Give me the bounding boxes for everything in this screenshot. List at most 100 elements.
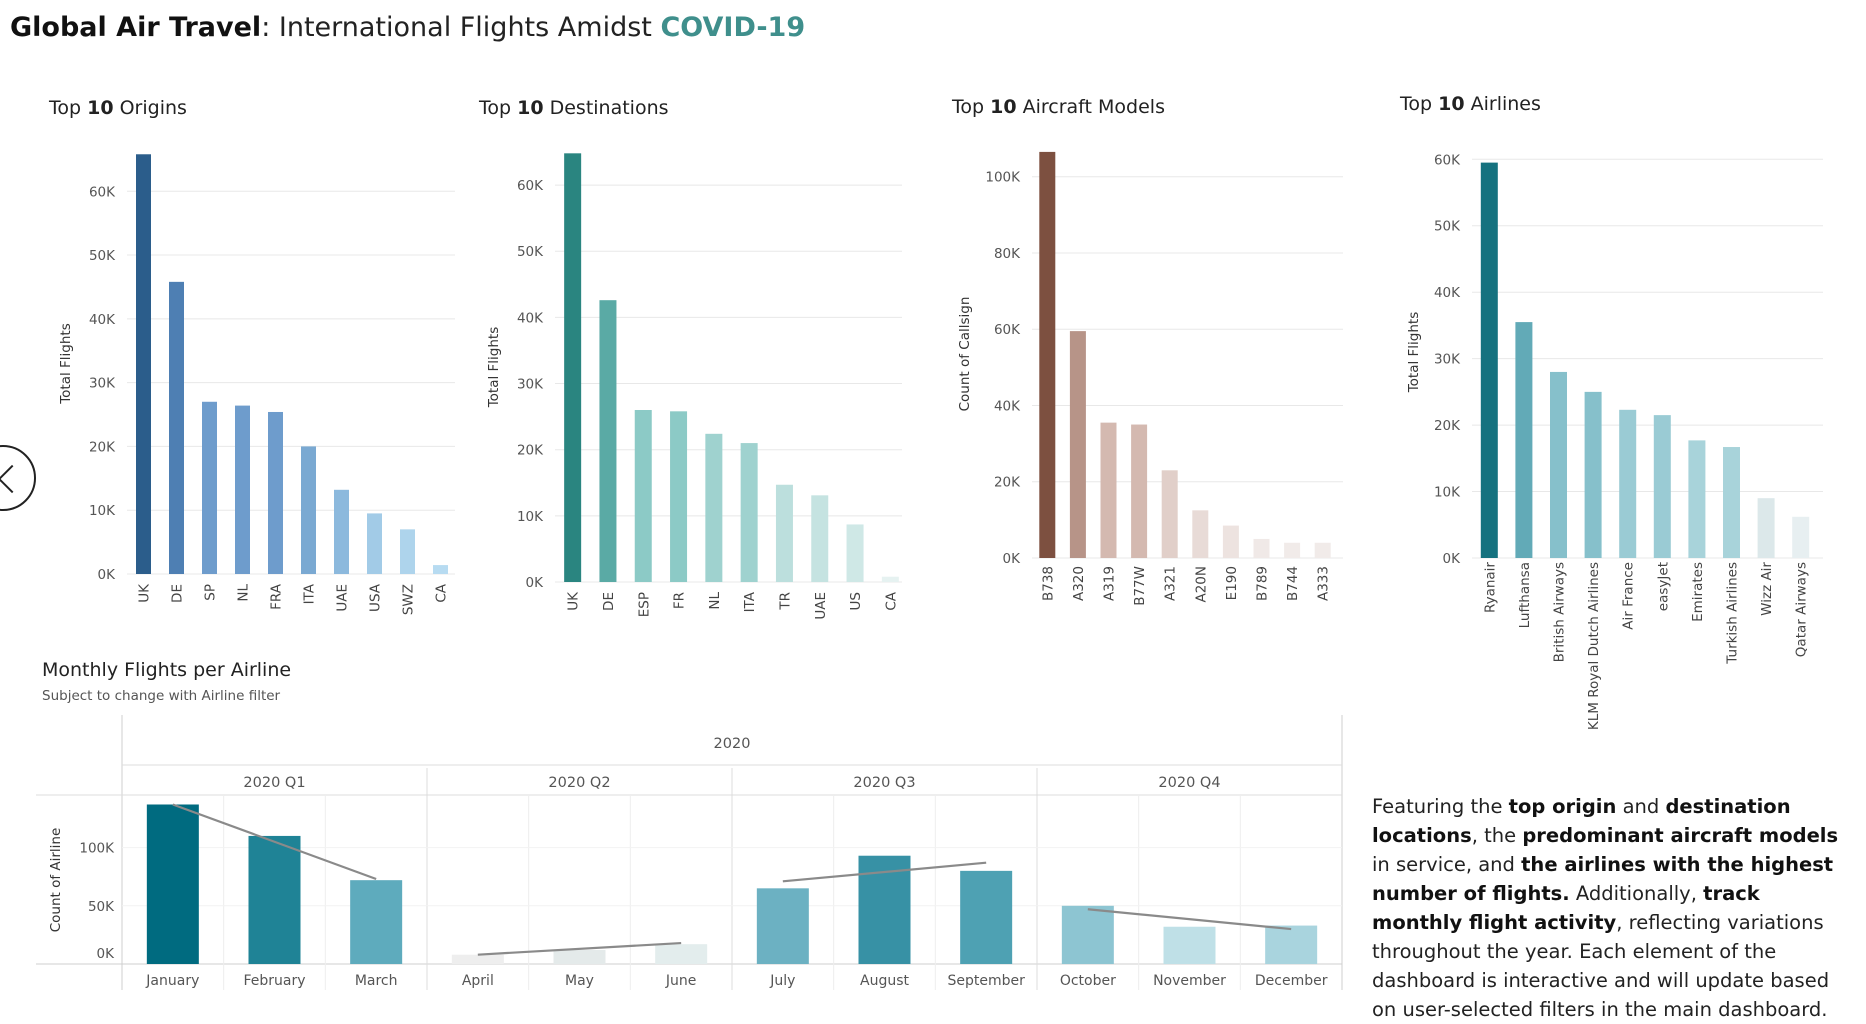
x-tick-label: KLM Royal Dutch Airlines (1586, 562, 1602, 730)
quarter-header: 2020 Q4 (1158, 775, 1220, 791)
x-tick-label: ITA (302, 583, 318, 604)
bar-esp[interactable] (634, 410, 652, 582)
bar-a20n[interactable] (1192, 510, 1209, 558)
bar-december[interactable] (1265, 925, 1318, 964)
desc-bold-1: top origin (1508, 795, 1617, 818)
bar-february[interactable] (248, 835, 301, 964)
bar-april[interactable] (451, 954, 504, 964)
x-tick-label: DE (170, 584, 186, 603)
trend-line (1087, 908, 1292, 931)
x-tick-label: UAE (813, 592, 829, 620)
x-tick-label: British Airways (1552, 562, 1568, 662)
bar-turkish-airlines[interactable] (1723, 447, 1740, 558)
bar-tr[interactable] (775, 484, 793, 582)
x-tick-label: December (1255, 973, 1328, 989)
bar-lufthansa[interactable] (1515, 322, 1533, 558)
x-tick-label: A333 (1316, 566, 1332, 601)
y-tick-label: 50K (517, 244, 544, 260)
title-accent: COVID-19 (660, 12, 806, 43)
x-tick-label: UAE (335, 584, 351, 612)
y-tick-label: 20K (994, 475, 1021, 491)
bar-air-france[interactable] (1619, 409, 1637, 558)
chart-destinations: Top 10 Destinations Total Flights 0K 10K 20K… (478, 97, 902, 620)
bar-fra[interactable] (268, 411, 283, 574)
x-tick-label: July (769, 973, 795, 989)
y-tick-label: 0K (526, 575, 545, 591)
y-tick-label: 0K (1003, 551, 1022, 567)
y-tick-label: 20K (1434, 418, 1461, 434)
chart-title: Top 10 Aircraft Models (951, 96, 1165, 118)
x-tick-label: January (145, 973, 199, 989)
y-tick-label: 0K (97, 946, 116, 962)
bar-klm-royal-dutch-airlines[interactable] (1584, 391, 1602, 558)
bar-qatar-airways[interactable] (1792, 516, 1810, 558)
bar-fr[interactable] (670, 411, 688, 582)
bar-ita[interactable] (740, 443, 758, 582)
bar-uk[interactable] (564, 153, 582, 583)
bar-october[interactable] (1061, 905, 1114, 964)
bar-b77w[interactable] (1131, 424, 1148, 558)
bar-a321[interactable] (1161, 470, 1178, 558)
bar-us[interactable] (846, 524, 864, 582)
chart-title-suffix: Destinations (544, 97, 669, 119)
bar-b738[interactable] (1039, 151, 1056, 558)
bar-b744[interactable] (1284, 542, 1301, 558)
bar-november[interactable] (1163, 926, 1216, 964)
bar-nl[interactable] (235, 405, 250, 574)
bar-usa[interactable] (367, 513, 382, 574)
bar-british-airways[interactable] (1550, 371, 1567, 558)
y-tick-label: 50K (89, 248, 116, 264)
bar-june[interactable] (655, 944, 708, 964)
y-axis-label: Total Flights (486, 327, 502, 409)
bar-nl[interactable] (705, 433, 723, 582)
bar-e190[interactable] (1222, 525, 1239, 558)
chart-monthly: Monthly Flights per Airline Subject to ch… (36, 659, 1343, 990)
bar-a319[interactable] (1100, 422, 1117, 558)
y-tick-label: 20K (89, 439, 116, 455)
bar-emirates[interactable] (1688, 440, 1706, 558)
bar-wizz-air[interactable] (1757, 498, 1775, 558)
bar-de[interactable] (599, 300, 617, 582)
bar-may[interactable] (553, 950, 606, 964)
x-tick-label: A321 (1163, 566, 1179, 601)
x-tick-label: Air France (1621, 562, 1637, 630)
x-tick-label: Lufthansa (1517, 562, 1533, 628)
bar-swz[interactable] (400, 529, 415, 574)
y-axis-label: Total Flights (1406, 312, 1422, 394)
bar-july[interactable] (756, 888, 809, 964)
y-tick-label: 0K (1443, 551, 1462, 567)
bar-uae[interactable] (334, 489, 349, 574)
x-tick-label: May (565, 973, 594, 989)
trend-line (172, 803, 377, 881)
x-tick-label: B744 (1285, 566, 1301, 601)
quarter-header: 2020 Q1 (243, 775, 305, 791)
bar-ca[interactable] (433, 565, 448, 574)
x-tick-label: A320 (1071, 566, 1087, 601)
bar-a333[interactable] (1314, 542, 1331, 558)
bar-de[interactable] (169, 281, 184, 574)
x-tick-label: USA (368, 583, 384, 612)
x-tick-label: Emirates (1690, 562, 1706, 622)
bar-ita[interactable] (301, 446, 316, 574)
desc-text-2: and (1616, 795, 1666, 818)
bar-b789[interactable] (1253, 538, 1270, 558)
x-tick-label: June (665, 973, 697, 989)
bar-a320[interactable] (1069, 331, 1086, 558)
bar-uk[interactable] (136, 154, 151, 574)
x-tick-label: March (355, 973, 398, 989)
bar-sp[interactable] (202, 401, 217, 574)
y-tick-label: 60K (1434, 152, 1461, 168)
bar-september[interactable] (960, 870, 1013, 964)
y-tick-label: 60K (89, 184, 116, 200)
bar-easyjet[interactable] (1653, 415, 1671, 558)
x-tick-label: B77W (1132, 566, 1148, 606)
chart-origins: Top 10 Origins Total Flights 0K 10K 20K 30K 40… (48, 97, 455, 615)
bar-january[interactable] (146, 804, 199, 964)
bar-uae[interactable] (811, 495, 829, 582)
x-tick-label: October (1060, 973, 1116, 989)
bar-march[interactable] (350, 880, 403, 964)
bar-ca[interactable] (881, 576, 899, 582)
desc-text-4: in service, and (1372, 853, 1522, 876)
bar-ryanair[interactable] (1480, 162, 1498, 558)
